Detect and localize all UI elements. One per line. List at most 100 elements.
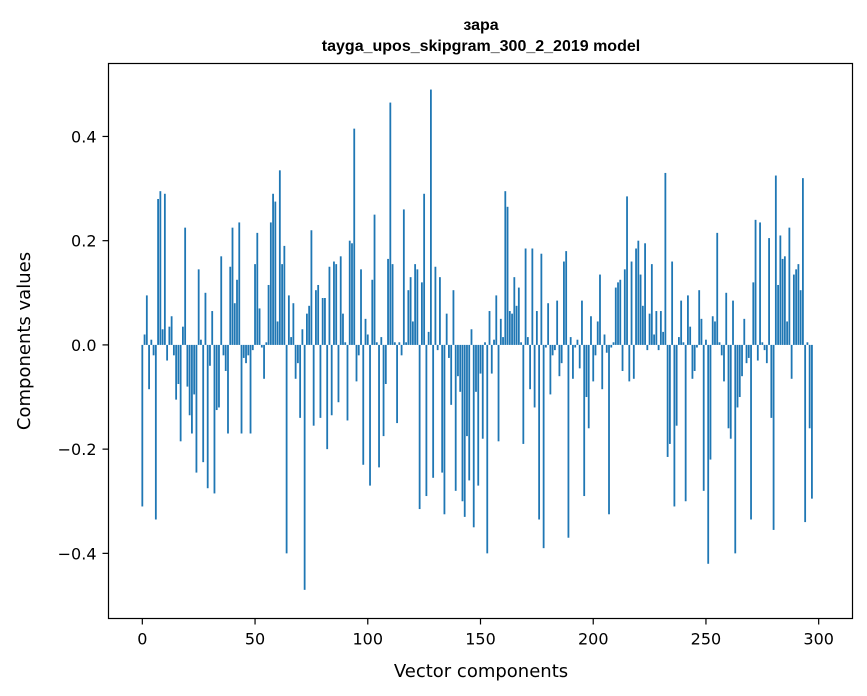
bar-219 — [635, 248, 637, 345]
bar-101 — [369, 344, 371, 486]
bar-212 — [619, 279, 622, 345]
bar-239 — [680, 300, 683, 345]
bar-209 — [612, 342, 615, 345]
bar-87 — [337, 344, 340, 403]
bar-108 — [384, 344, 387, 384]
bar-155 — [490, 344, 493, 374]
y-tick-label: −0.4 — [58, 544, 97, 563]
bar-260 — [727, 344, 730, 429]
bar-230 — [659, 311, 662, 345]
bar-7 — [157, 198, 159, 345]
bar-165 — [513, 277, 516, 345]
bar-123 — [418, 344, 421, 510]
bar-199 — [590, 316, 592, 345]
bar-149 — [477, 344, 480, 486]
y-tick-label: 0.2 — [71, 232, 96, 251]
x-axis: 0 50 100 150 200 250 300 — [137, 618, 834, 649]
bar-290 — [795, 269, 798, 345]
bar-64 — [285, 344, 288, 554]
bar-115 — [400, 344, 403, 356]
bar-134 — [443, 344, 446, 515]
bar-58 — [272, 193, 274, 345]
y-tick-label: −0.2 — [58, 440, 97, 459]
bar-284 — [781, 258, 784, 345]
bar-90 — [344, 342, 347, 345]
bar-255 — [716, 232, 719, 345]
bar-243 — [689, 326, 692, 345]
bar-178 — [542, 344, 545, 549]
bar-66 — [290, 337, 293, 345]
bar-167 — [517, 287, 520, 345]
bar-43 — [238, 222, 241, 345]
bar-250 — [705, 339, 707, 345]
bar-190 — [569, 337, 572, 345]
bar-242 — [687, 295, 689, 345]
bar-130 — [434, 266, 437, 345]
bar-177 — [540, 253, 543, 345]
bar-189 — [567, 344, 570, 538]
bar-229 — [657, 344, 660, 351]
bar-222 — [641, 305, 644, 345]
bar-195 — [581, 300, 583, 345]
chart-title: зара — [463, 17, 498, 34]
bar-257 — [720, 344, 723, 356]
bar-24 — [195, 344, 198, 473]
bar-4 — [150, 339, 153, 345]
bar-140 — [457, 344, 459, 377]
bar-187 — [563, 261, 565, 345]
bars-group — [141, 89, 813, 590]
bar-162 — [506, 206, 509, 345]
bar-46 — [245, 344, 247, 364]
bar-104 — [375, 342, 378, 345]
bar-228 — [655, 311, 658, 345]
bar-91 — [346, 344, 349, 421]
bar-163 — [508, 311, 511, 345]
bar-13 — [170, 316, 173, 345]
bar-96 — [357, 344, 360, 356]
bar-273 — [756, 344, 759, 361]
x-axis-label: Vector components — [394, 661, 568, 682]
bar-192 — [574, 344, 577, 348]
bar-74 — [308, 305, 311, 345]
bar-241 — [684, 344, 687, 502]
chart-subtitle: tayga_upos_skipgram_300_2_2019 model — [322, 38, 640, 55]
bar-40 — [231, 227, 234, 345]
bar-3 — [148, 344, 150, 390]
bar-211 — [617, 282, 619, 345]
bar-14 — [172, 344, 175, 356]
bar-119 — [409, 277, 412, 345]
bar-122 — [416, 269, 419, 345]
bar-145 — [468, 344, 471, 481]
bar-50 — [254, 264, 256, 345]
bar-0 — [141, 344, 144, 507]
bar-116 — [402, 209, 405, 345]
bar-225 — [648, 313, 651, 345]
bar-174 — [533, 344, 536, 408]
bar-143 — [463, 344, 466, 517]
bar-182 — [551, 344, 554, 356]
x-tick-label: 0 — [137, 630, 147, 649]
bar-6 — [154, 344, 157, 520]
bar-176 — [538, 344, 541, 520]
bar-45 — [242, 344, 245, 358]
bar-269 — [747, 344, 750, 358]
bar-188 — [565, 251, 568, 345]
bar-288 — [790, 344, 793, 379]
bar-289 — [792, 274, 795, 345]
bar-180 — [547, 303, 550, 345]
bar-252 — [709, 344, 712, 460]
bar-79 — [319, 344, 322, 418]
bar-158 — [497, 344, 500, 442]
bar-23 — [193, 344, 196, 395]
bar-274 — [759, 222, 761, 345]
bar-29 — [206, 344, 209, 489]
bar-8 — [159, 191, 162, 345]
bar-256 — [718, 342, 721, 345]
bar-94 — [353, 128, 356, 345]
bar-98 — [362, 344, 365, 465]
bar-141 — [459, 344, 462, 392]
bar-171 — [526, 337, 529, 345]
bar-129 — [432, 344, 435, 478]
x-tick-label: 300 — [803, 630, 834, 649]
